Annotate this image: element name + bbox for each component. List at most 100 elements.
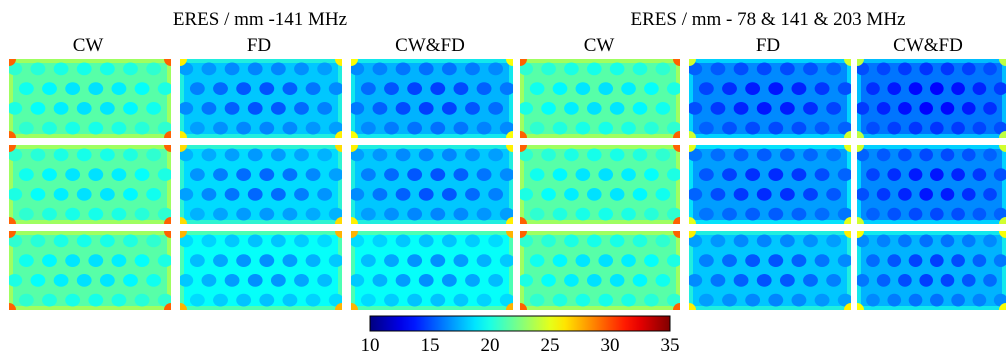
heatmap-edge-band bbox=[520, 145, 680, 224]
heatmap-spot bbox=[111, 82, 127, 95]
heatmap-spot bbox=[621, 121, 636, 135]
heatmap-spot bbox=[259, 207, 275, 221]
heatmap-spot bbox=[259, 254, 275, 267]
heatmap-spot bbox=[134, 168, 150, 181]
heatmap-spot bbox=[9, 234, 23, 248]
heatmap-spot bbox=[655, 62, 671, 76]
heatmap-spot bbox=[360, 82, 376, 95]
heatmap-spot bbox=[201, 148, 217, 162]
heatmap-spot bbox=[123, 234, 138, 248]
heatmap-corner-hotspot bbox=[164, 217, 171, 224]
heatmap-spot bbox=[201, 62, 217, 76]
heatmap-spot bbox=[951, 254, 965, 267]
heatmap-spot bbox=[768, 168, 784, 181]
heatmap-spot bbox=[756, 234, 772, 248]
heatmap-spot bbox=[351, 234, 365, 248]
heatmap-spot bbox=[294, 274, 309, 287]
heatmap-spot bbox=[146, 274, 162, 287]
heatmap-spot bbox=[317, 148, 333, 162]
heatmap-spot bbox=[111, 254, 127, 267]
heatmap-spot bbox=[972, 168, 987, 181]
heatmap-spot bbox=[488, 188, 504, 201]
heatmap-spot bbox=[621, 254, 636, 267]
heatmap-spot bbox=[465, 188, 480, 201]
heatmap-spot bbox=[779, 148, 795, 162]
heatmap-spot bbox=[247, 62, 263, 76]
heatmap-spot bbox=[814, 293, 830, 307]
heatmap-spot bbox=[270, 62, 286, 76]
heatmap-spot bbox=[294, 188, 309, 201]
heatmap-spot bbox=[644, 254, 659, 267]
heatmap-spot bbox=[476, 168, 492, 181]
heatmap-spot bbox=[552, 254, 568, 267]
heatmap-spot bbox=[710, 274, 726, 287]
heatmap-spot bbox=[722, 121, 737, 135]
heatmap-spot bbox=[586, 62, 602, 76]
heatmap-edge-band bbox=[520, 231, 680, 310]
heatmap-spot bbox=[213, 121, 228, 135]
heatmap-spot bbox=[328, 121, 342, 135]
heatmap-edge-band bbox=[689, 145, 851, 224]
heatmap-spot bbox=[756, 274, 772, 287]
heatmap-spot bbox=[993, 254, 1006, 267]
heatmap-spot bbox=[876, 148, 891, 162]
heatmap-spot bbox=[972, 121, 987, 135]
heatmap-spot bbox=[837, 254, 851, 267]
heatmap-spot bbox=[488, 234, 504, 248]
heatmap-corner-hotspot bbox=[506, 303, 513, 310]
heatmap-spot bbox=[360, 254, 376, 267]
heatmap-spot bbox=[476, 254, 492, 267]
heatmap-spot bbox=[305, 82, 321, 95]
heatmap-spot bbox=[898, 234, 912, 248]
heatmap-spot bbox=[898, 62, 912, 76]
heatmap-spot bbox=[791, 168, 807, 181]
heatmap-spot bbox=[983, 148, 997, 162]
heatmap-spot bbox=[499, 168, 513, 181]
heatmap-corner-hotspot bbox=[335, 59, 342, 66]
heatmap-spot bbox=[710, 188, 726, 201]
heatmap-spot bbox=[779, 188, 795, 201]
heatmap-spot bbox=[18, 82, 34, 95]
heatmap-spot bbox=[698, 168, 714, 181]
heatmap-spot bbox=[961, 102, 976, 115]
heatmap-spot bbox=[294, 102, 309, 115]
heatmap-panel-g1-r1-c3 bbox=[351, 59, 513, 138]
heatmap-spot bbox=[951, 82, 965, 95]
heatmap-spot bbox=[993, 168, 1006, 181]
heatmap-spot bbox=[88, 254, 104, 267]
heatmap-corner-hotspot bbox=[180, 59, 187, 66]
heatmap-spot bbox=[407, 168, 423, 181]
heatmap-spot bbox=[259, 293, 275, 307]
heatmap-spot bbox=[564, 62, 579, 76]
heatmap-spot bbox=[733, 148, 749, 162]
heatmap-spot bbox=[123, 274, 138, 287]
heatmap-spot bbox=[453, 121, 469, 135]
heatmap-corner-hotspot bbox=[506, 145, 513, 152]
heatmap-spot bbox=[541, 274, 556, 287]
heatmap-spot bbox=[826, 234, 842, 248]
heatmap-spot bbox=[733, 274, 749, 287]
heatmap-spot bbox=[972, 207, 987, 221]
heatmap-spot bbox=[360, 293, 376, 307]
heatmap-corner-hotspot bbox=[844, 145, 851, 152]
heatmap-spot bbox=[609, 102, 625, 115]
heatmap-spot bbox=[76, 102, 92, 115]
heatmap-spot bbox=[259, 82, 275, 95]
heatmap-spot bbox=[876, 188, 891, 201]
heatmap-spot bbox=[575, 207, 591, 221]
heatmap-spot bbox=[430, 82, 446, 95]
heatmap-spot bbox=[157, 254, 171, 267]
heatmap-corner-hotspot bbox=[180, 145, 187, 152]
heatmap-spot bbox=[689, 234, 703, 248]
heatmap-spot bbox=[407, 82, 423, 95]
heatmap-spot bbox=[317, 274, 333, 287]
heatmap-spot bbox=[857, 62, 870, 76]
heatmap-spot bbox=[983, 274, 997, 287]
heatmap-spot bbox=[983, 188, 997, 201]
heatmap-spot bbox=[919, 62, 933, 76]
heatmap-spot bbox=[722, 82, 737, 95]
heatmap-spot bbox=[756, 102, 772, 115]
heatmap-spot bbox=[940, 274, 955, 287]
heatmap-corner-hotspot bbox=[164, 303, 171, 310]
heatmap-spot bbox=[887, 293, 902, 307]
